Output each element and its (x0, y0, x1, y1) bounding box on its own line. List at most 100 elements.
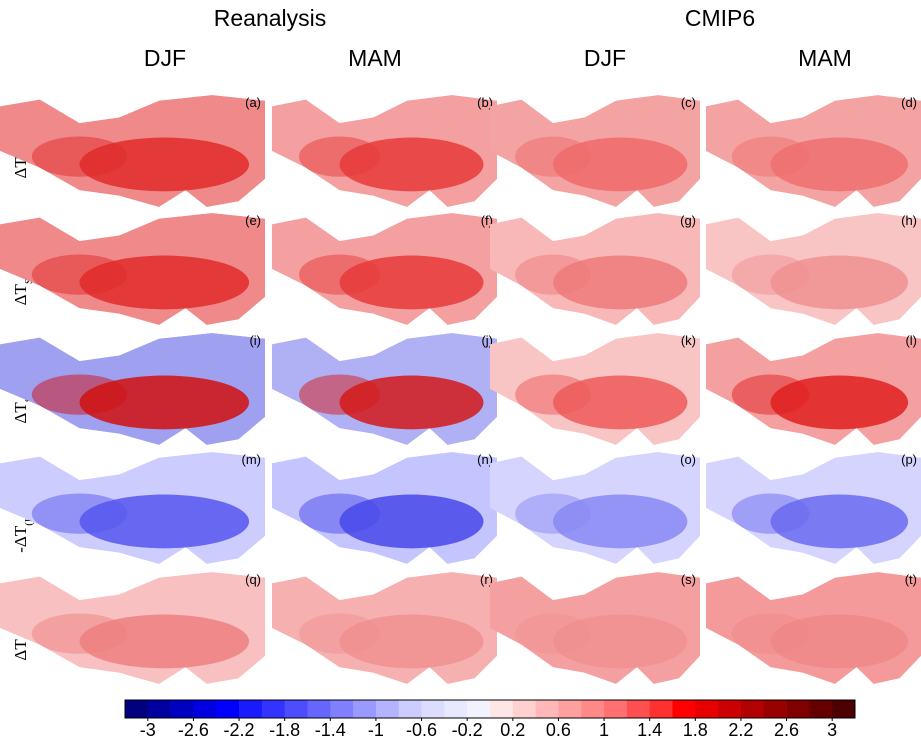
map-anomaly (731, 254, 810, 295)
colorbar-segment (558, 700, 582, 718)
colorbar-tick-label: 0.6 (546, 720, 571, 740)
colorbar-tick-label: -1.4 (315, 720, 346, 740)
colorbar-segment (261, 700, 285, 718)
colorbar-segment (649, 700, 673, 718)
colorbar-frame (124, 699, 856, 719)
group-title: CMIP6 (685, 5, 755, 31)
map-panel (490, 572, 700, 684)
map-anomaly (731, 136, 810, 177)
map-anomaly (31, 254, 128, 295)
colorbar-segment (398, 700, 422, 718)
map-panel (272, 572, 497, 684)
map-anomaly (515, 374, 591, 415)
colorbar-tick-label: 0.2 (500, 720, 525, 740)
colorbar-segment (330, 700, 354, 718)
map-anomaly (731, 613, 810, 654)
map-panel (490, 95, 700, 207)
map-anomaly (31, 493, 128, 534)
map-panel (272, 213, 497, 325)
panel-label: (b) (477, 95, 493, 110)
colorbar-segment (490, 700, 514, 718)
panel-label: (s) (681, 572, 696, 587)
row-label-main: ΔT (11, 283, 30, 305)
colorbar-segment (467, 700, 491, 718)
map-panel (706, 572, 921, 684)
map-panel (0, 452, 265, 564)
panel-label: (i) (249, 333, 261, 348)
colorbar-segment (239, 700, 263, 718)
colorbar-tick-label: -2.6 (178, 720, 209, 740)
panel-label: (h) (901, 213, 917, 228)
panel-label: (f) (481, 213, 493, 228)
colorbar-tick-label: 1.8 (683, 720, 708, 740)
colorbar-segment (695, 700, 719, 718)
colorbar-segment (512, 700, 536, 718)
map-anomaly (299, 493, 380, 534)
colorbar-segment (421, 700, 445, 718)
map-panel (706, 452, 921, 564)
colorbar-segment (763, 700, 787, 718)
colorbar-tick-label: 1 (599, 720, 609, 740)
panel-label: (d) (901, 95, 917, 110)
colorbar-segment (284, 700, 308, 718)
map-anomaly (31, 136, 128, 177)
colorbar-tick-label: 3 (827, 720, 837, 740)
panel-label: (l) (905, 333, 917, 348)
map-panel (706, 95, 921, 207)
map-anomaly (515, 613, 591, 654)
panel-label: (n) (477, 452, 493, 467)
map-anomaly (731, 493, 810, 534)
panel-label: (r) (480, 572, 493, 587)
map-anomaly (515, 136, 591, 177)
panel-label: (g) (680, 213, 696, 228)
panel-label: (c) (681, 95, 696, 110)
map-anomaly (299, 613, 380, 654)
colorbar-segment (307, 700, 331, 718)
colorbar-segment (216, 700, 240, 718)
colorbar-segment (353, 700, 377, 718)
panel-label: (t) (905, 572, 917, 587)
panel-label: (k) (681, 333, 696, 348)
map-anomaly (515, 493, 591, 534)
colorbar-segment (672, 700, 696, 718)
colorbar-tick-label: 2.6 (774, 720, 799, 740)
column-title: MAM (348, 45, 402, 71)
map-panel (0, 213, 265, 325)
map-panel (272, 452, 497, 564)
colorbar-segment (375, 700, 400, 718)
panel-label: (a) (245, 95, 261, 110)
row-label-main: ΔT (11, 639, 30, 661)
row-label-main: ΔT (11, 157, 30, 179)
panel-label: (p) (901, 452, 917, 467)
map-anomaly (731, 374, 810, 415)
panel-label: (q) (245, 572, 261, 587)
colorbar-tick-label: -0.2 (452, 720, 483, 740)
map-panel (272, 95, 497, 207)
colorbar-tick-label: -3 (140, 720, 156, 740)
map-anomaly (515, 254, 591, 295)
colorbar-segment (193, 700, 217, 718)
colorbar-tick-label: 2.2 (728, 720, 753, 740)
colorbar-segment (786, 700, 810, 718)
map-panel (272, 333, 497, 445)
colorbar-segment (740, 700, 765, 718)
map-panel (706, 333, 921, 445)
panel-label: (j) (481, 333, 493, 348)
colorbar-segment (147, 700, 171, 718)
colorbar-tick-label: -0.6 (406, 720, 437, 740)
map-anomaly (31, 374, 128, 415)
map-panel (490, 452, 700, 564)
map-anomaly (299, 374, 380, 415)
colorbar-segment (125, 700, 149, 718)
column-title: DJF (584, 45, 626, 71)
map-panel (0, 95, 265, 207)
colorbar-tick-label: 1.4 (637, 720, 662, 740)
colorbar-segment (832, 700, 856, 718)
colorbar-segment (718, 700, 742, 718)
row-label-main: ΔT (11, 402, 30, 424)
panel-label: (e) (245, 213, 261, 228)
map-anomaly (31, 613, 128, 654)
map-panel (0, 572, 265, 684)
map-panel (0, 333, 265, 445)
